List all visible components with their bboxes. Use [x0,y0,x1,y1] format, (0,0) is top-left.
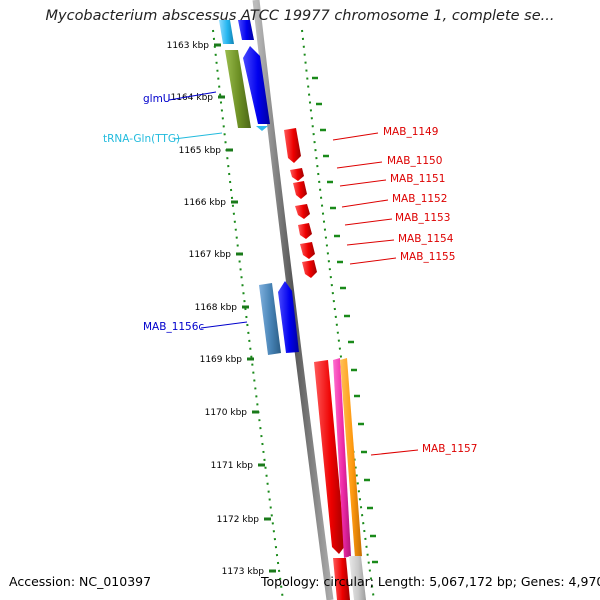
ruler-label: 1163 kbp [167,41,210,51]
accession-text: Accession: NC_010397 [9,574,152,589]
gene-red-bottom [333,558,350,600]
ruler-label: 1169 kbp [200,355,243,365]
gene-MAB_1150 [290,168,304,181]
right-minor-ticks [312,76,378,564]
ruler-label: 1171 kbp [211,461,254,471]
gene-cyan-top [219,20,234,44]
topology-text: Topology: circular; Length: 5,067,172 bp… [261,574,600,589]
gene-label-MAB_1153[interactable]: MAB_1153 [395,212,450,224]
gene-label-MAB_1154[interactable]: MAB_1154 [398,233,454,245]
gene-MAB_1154 [300,242,315,259]
gene-glmU [243,46,270,124]
gene-olive [225,50,251,128]
leader-lines [168,91,419,456]
gene-MAB_1157 [314,360,345,554]
gene-tRNA-Gln [256,126,268,131]
gene-label-glmU[interactable]: glmU [143,93,171,105]
gene-label-MAB_1152[interactable]: MAB_1152 [392,193,447,205]
ruler-label: 1168 kbp [195,303,238,313]
map-title: Mycobacterium abscessus ATCC 19977 chrom… [45,8,555,24]
gene-MAB_1152 [295,204,310,219]
gene-MAB_1155 [302,260,317,278]
ruler-label: 1167 kbp [189,250,232,260]
gene-label-MAB_1150[interactable]: MAB_1150 [387,155,442,167]
gene-labels: glmU tRNA-Gln(TTG) MAB_1149 MAB_1150 MAB… [103,93,477,455]
gene-label-MAB_1157[interactable]: MAB_1157 [422,443,477,455]
gene-blue-1168 [278,281,299,353]
right-outer-guide [301,29,375,600]
gene-label-MAB_1156c[interactable]: MAB_1156c [143,321,204,333]
ruler-label: 1165 kbp [179,146,222,156]
gene-MAB_1156c [259,283,281,355]
gene-magenta [333,358,351,558]
ruler-label: 1173 kbp [222,567,265,577]
gene-MAB_1153 [298,223,312,239]
gene-label-MAB_1149[interactable]: MAB_1149 [383,126,438,138]
ruler-label: 1172 kbp [217,515,260,525]
ruler-label: 1170 kbp [205,408,248,418]
gene-blue-top [238,20,254,40]
ruler: 1163 kbp 1164 kbp 1165 kbp 1166 kbp 1167 kbp… [167,41,276,577]
ruler-label: 1166 kbp [184,198,227,208]
gene-grey-bottom [349,556,366,600]
gene-label-tRNA-Gln[interactable]: tRNA-Gln(TTG) [103,133,180,145]
ruler-label: 1164 kbp [171,93,214,103]
gene-label-MAB_1155[interactable]: MAB_1155 [400,251,455,263]
gene-label-MAB_1151[interactable]: MAB_1151 [390,173,445,185]
gene-orange [340,358,362,558]
gene-MAB_1149 [284,128,301,163]
gene-MAB_1151 [293,181,307,199]
